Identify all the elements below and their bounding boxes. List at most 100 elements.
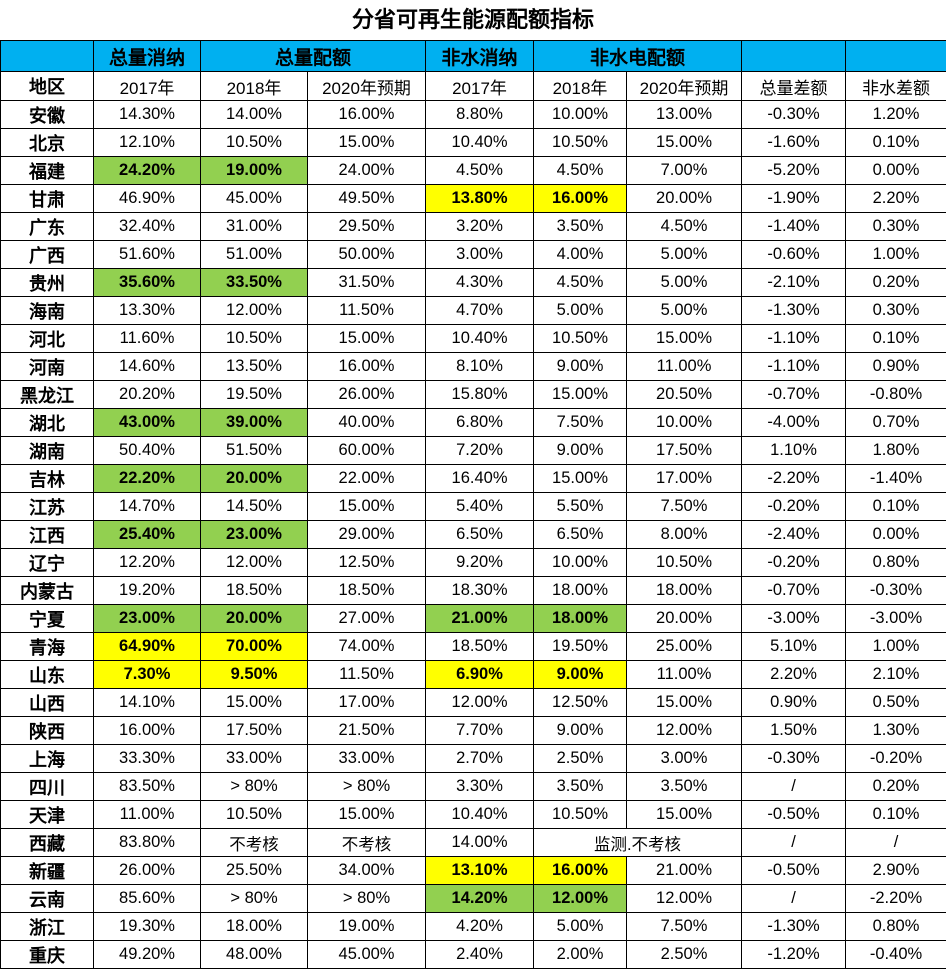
value-cell: -1.30%: [742, 913, 846, 941]
value-cell: 29.50%: [308, 213, 426, 241]
value-cell: -1.40%: [846, 465, 946, 493]
value-cell: 21.00%: [627, 857, 742, 885]
value-cell: 6.50%: [534, 521, 627, 549]
value-cell: 0.90%: [742, 689, 846, 717]
region-cell: 辽宁: [1, 549, 94, 577]
value-cell: 35.60%: [94, 269, 201, 297]
value-cell: 3.50%: [534, 213, 627, 241]
value-cell: 21.00%: [426, 605, 534, 633]
value-cell: 17.00%: [308, 689, 426, 717]
value-cell: 40.00%: [308, 409, 426, 437]
value-cell: 5.00%: [534, 297, 627, 325]
value-cell: 10.40%: [426, 129, 534, 157]
value-cell: -2.20%: [846, 885, 946, 913]
value-cell: 5.10%: [742, 633, 846, 661]
value-cell: 4.50%: [426, 157, 534, 185]
value-cell: 5.00%: [627, 297, 742, 325]
value-cell: 18.50%: [308, 577, 426, 605]
value-cell: 51.00%: [201, 241, 308, 269]
value-cell: > 80%: [308, 773, 426, 801]
value-cell: -0.20%: [742, 493, 846, 521]
value-cell: -3.00%: [742, 605, 846, 633]
value-cell: 13.30%: [94, 297, 201, 325]
value-cell: 10.50%: [201, 801, 308, 829]
region-cell: 北京: [1, 129, 94, 157]
value-cell: -2.20%: [742, 465, 846, 493]
value-cell: -0.20%: [742, 549, 846, 577]
value-cell: -0.20%: [846, 745, 946, 773]
value-cell: 2.20%: [846, 185, 946, 213]
column-header-cell: 2018年: [201, 72, 308, 101]
value-cell: 51.50%: [201, 437, 308, 465]
value-cell: 11.00%: [627, 353, 742, 381]
value-cell: 16.40%: [426, 465, 534, 493]
group-header-empty-cell: [846, 41, 946, 72]
value-cell: 24.00%: [308, 157, 426, 185]
value-cell: 29.00%: [308, 521, 426, 549]
group-header-row: 总量消纳总量配额非水消纳非水电配额: [1, 41, 946, 72]
region-cell: 宁夏: [1, 605, 94, 633]
value-cell: 15.00%: [308, 129, 426, 157]
value-cell: 49.20%: [94, 941, 201, 969]
value-cell: 43.00%: [94, 409, 201, 437]
value-cell: 0.10%: [846, 801, 946, 829]
value-cell: -0.50%: [742, 857, 846, 885]
value-cell: 15.00%: [308, 325, 426, 353]
value-cell: 10.50%: [201, 325, 308, 353]
value-cell: -0.50%: [742, 801, 846, 829]
value-cell: -0.30%: [846, 577, 946, 605]
value-cell: 1.10%: [742, 437, 846, 465]
value-cell: 8.10%: [426, 353, 534, 381]
value-cell: 12.50%: [308, 549, 426, 577]
value-cell: 16.00%: [94, 717, 201, 745]
value-cell: -1.20%: [742, 941, 846, 969]
value-cell: 7.50%: [534, 409, 627, 437]
value-cell: 3.00%: [627, 745, 742, 773]
value-cell: 9.00%: [534, 353, 627, 381]
value-cell: 1.50%: [742, 717, 846, 745]
value-cell: 10.50%: [627, 549, 742, 577]
region-cell: 江西: [1, 521, 94, 549]
value-cell: 32.40%: [94, 213, 201, 241]
value-cell: 9.00%: [534, 437, 627, 465]
value-cell: -1.90%: [742, 185, 846, 213]
value-cell: 3.50%: [534, 773, 627, 801]
value-cell: 9.50%: [201, 661, 308, 689]
value-cell: 45.00%: [308, 941, 426, 969]
value-cell: 19.50%: [201, 381, 308, 409]
value-cell: 16.00%: [308, 101, 426, 129]
value-cell: 45.00%: [201, 185, 308, 213]
group-header-cell: 总量配额: [201, 41, 426, 72]
value-cell: 16.00%: [308, 353, 426, 381]
value-cell: 24.20%: [94, 157, 201, 185]
value-cell: 27.00%: [308, 605, 426, 633]
value-cell: 20.00%: [201, 605, 308, 633]
region-cell: 甘肃: [1, 185, 94, 213]
value-cell: 10.50%: [534, 325, 627, 353]
value-cell: -1.60%: [742, 129, 846, 157]
value-cell: 2.00%: [534, 941, 627, 969]
value-cell: 4.30%: [426, 269, 534, 297]
value-cell: 11.00%: [94, 801, 201, 829]
region-cell: 贵州: [1, 269, 94, 297]
value-cell: 5.50%: [534, 493, 627, 521]
value-cell: 0.80%: [846, 913, 946, 941]
value-cell: 16.00%: [534, 857, 627, 885]
value-cell: 18.50%: [426, 633, 534, 661]
value-cell: 0.00%: [846, 521, 946, 549]
value-cell: 0.30%: [846, 297, 946, 325]
value-cell: 6.90%: [426, 661, 534, 689]
value-cell: 20.00%: [201, 465, 308, 493]
value-cell: 5.00%: [627, 241, 742, 269]
